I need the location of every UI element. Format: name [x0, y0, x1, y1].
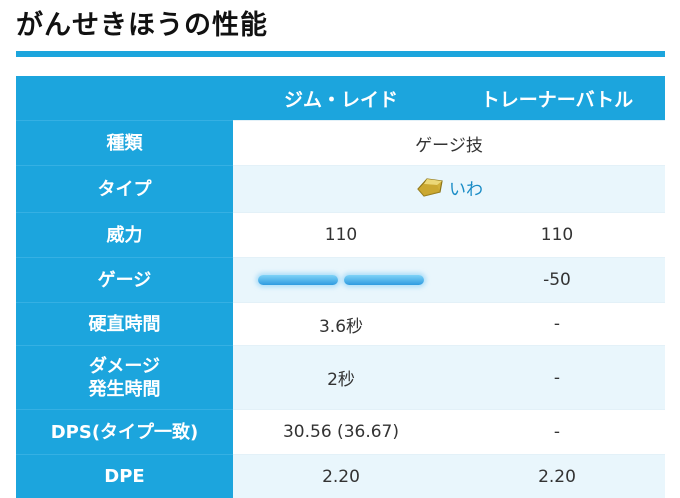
table-row: ダメージ 発生時間 2秒 - [16, 346, 665, 410]
row-label-kind: 種類 [16, 121, 233, 166]
type-value: いわ [233, 166, 665, 213]
power-battle-value: 110 [449, 213, 665, 258]
header-corner [16, 76, 233, 121]
row-label-damage-window: ダメージ 発生時間 [16, 346, 233, 410]
table-row: ゲージ -50 [16, 258, 665, 303]
row-label-type: タイプ [16, 166, 233, 213]
gauge-bar [258, 275, 338, 285]
power-raid-value: 110 [233, 213, 449, 258]
table-row: 種類 ゲージ技 [16, 121, 665, 166]
row-label-cooldown: 硬直時間 [16, 303, 233, 346]
row-label-dps: DPS(タイプ一致) [16, 410, 233, 455]
rock-type-icon [415, 176, 445, 198]
table-row: タイプ いわ [16, 166, 665, 213]
row-label-line: 発生時間 [16, 378, 233, 401]
gauge-raid-value [233, 258, 449, 303]
dpe-raid-value: 2.20 [233, 455, 449, 498]
column-header-raid: ジム・レイド [233, 76, 449, 121]
row-label-line: ダメージ [16, 355, 233, 378]
cooldown-raid-value: 3.6秒 [233, 303, 449, 346]
cooldown-battle-value: - [449, 303, 665, 346]
type-badge: いわ [415, 175, 483, 200]
energy-gauge [258, 275, 424, 285]
column-header-battle: トレーナーバトル [449, 76, 665, 121]
table-row: DPS(タイプ一致) 30.56 (36.67) - [16, 410, 665, 455]
row-label-dpe: DPE [16, 455, 233, 498]
table-row: DPE 2.20 2.20 [16, 455, 665, 498]
table-header-row: ジム・レイド トレーナーバトル [16, 76, 665, 121]
table-row: 硬直時間 3.6秒 - [16, 303, 665, 346]
gauge-bar [344, 275, 424, 285]
table-row: 威力 110 110 [16, 213, 665, 258]
page-title: がんせきほうの性能 [16, 6, 268, 46]
row-label-gauge: ゲージ [16, 258, 233, 303]
type-name: いわ [449, 175, 483, 200]
dps-raid-value: 30.56 (36.67) [233, 410, 449, 455]
row-label-power: 威力 [16, 213, 233, 258]
dpe-battle-value: 2.20 [449, 455, 665, 498]
dps-battle-value: - [449, 410, 665, 455]
kind-value: ゲージ技 [233, 121, 665, 166]
move-stats-table: ジム・レイド トレーナーバトル 種類 ゲージ技 タイプ いわ 威力 110 11… [16, 76, 665, 498]
title-underline [16, 51, 665, 57]
damage-window-battle-value: - [449, 346, 665, 410]
gauge-battle-value: -50 [449, 258, 665, 303]
damage-window-raid-value: 2秒 [233, 346, 449, 410]
